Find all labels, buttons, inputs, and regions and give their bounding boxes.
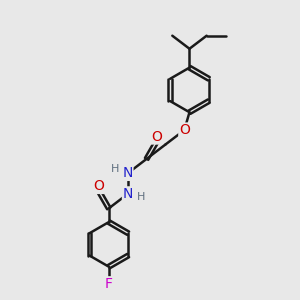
Text: N: N bbox=[122, 166, 133, 180]
Text: N: N bbox=[122, 187, 133, 201]
Text: O: O bbox=[179, 123, 190, 137]
Text: O: O bbox=[93, 179, 104, 194]
Text: H: H bbox=[136, 192, 145, 203]
Text: F: F bbox=[105, 277, 113, 291]
Text: O: O bbox=[152, 130, 162, 144]
Text: H: H bbox=[110, 164, 119, 174]
